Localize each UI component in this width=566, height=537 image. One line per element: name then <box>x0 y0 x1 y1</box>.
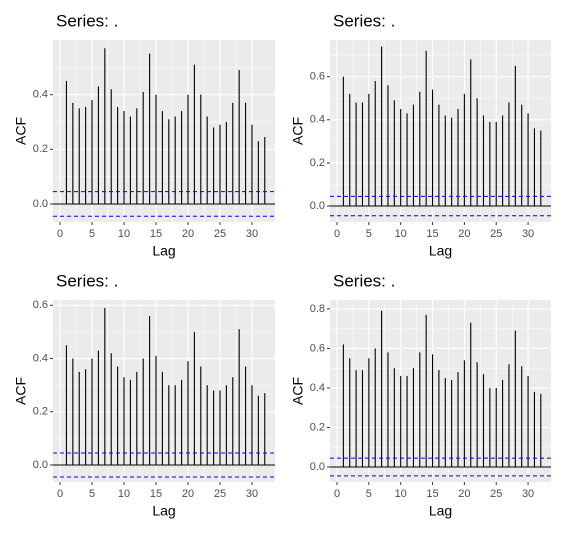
chart-title: Series: . <box>333 271 395 290</box>
x-tick-label: 30 <box>522 488 534 500</box>
x-tick-label: 10 <box>395 228 407 240</box>
x-tick-label: 25 <box>490 228 502 240</box>
x-tick-label: 30 <box>522 228 534 240</box>
y-axis-label: ACF <box>290 377 306 405</box>
x-tick-label: 20 <box>182 488 194 500</box>
y-tick-label: 0.0 <box>310 461 325 473</box>
x-tick-label: 15 <box>150 488 162 500</box>
y-tick-label: 0.0 <box>310 200 325 212</box>
panel-background <box>330 300 551 482</box>
y-tick-label: 0.2 <box>310 157 325 169</box>
x-tick-label: 30 <box>246 228 258 240</box>
y-tick-label: 0.6 <box>33 299 48 311</box>
panel-background <box>53 300 275 482</box>
x-tick-label: 5 <box>366 228 372 240</box>
x-tick-label: 10 <box>395 488 407 500</box>
x-tick-label: 25 <box>490 488 502 500</box>
x-tick-label: 0 <box>334 488 340 500</box>
y-tick-label: 0.2 <box>33 143 48 155</box>
y-axis-label: ACF <box>13 377 29 405</box>
x-tick-label: 10 <box>118 488 130 500</box>
chart-title: Series: . <box>56 11 118 30</box>
chart-title: Series: . <box>56 271 118 290</box>
x-tick-label: 15 <box>426 488 438 500</box>
x-axis-label: Lag <box>152 243 175 259</box>
x-tick-label: 20 <box>182 228 194 240</box>
y-tick-label: 0.4 <box>33 89 48 101</box>
x-tick-label: 15 <box>426 228 438 240</box>
y-tick-label: 0.6 <box>310 71 325 83</box>
y-axis-label: ACF <box>13 117 29 145</box>
x-axis-label: Lag <box>429 243 452 259</box>
y-tick-label: 0.8 <box>310 303 325 315</box>
x-tick-label: 15 <box>150 228 162 240</box>
x-tick-label: 0 <box>57 488 63 500</box>
x-tick-label: 0 <box>334 228 340 240</box>
x-tick-label: 20 <box>458 488 470 500</box>
y-tick-label: 0.6 <box>310 342 325 354</box>
x-tick-label: 0 <box>57 228 63 240</box>
y-tick-label: 0.4 <box>310 114 325 126</box>
x-tick-label: 5 <box>366 488 372 500</box>
panel-background <box>330 40 551 222</box>
y-tick-label: 0.2 <box>33 406 48 418</box>
x-tick-label: 30 <box>246 488 258 500</box>
y-tick-label: 0.4 <box>310 382 325 394</box>
y-axis-label: ACF <box>290 117 306 145</box>
x-tick-label: 25 <box>214 488 226 500</box>
x-tick-label: 10 <box>118 228 130 240</box>
x-tick-label: 20 <box>458 228 470 240</box>
x-axis-label: Lag <box>152 503 175 519</box>
y-tick-label: 0.4 <box>33 352 48 364</box>
y-tick-label: 0.0 <box>33 459 48 471</box>
y-tick-label: 0.2 <box>310 421 325 433</box>
x-tick-label: 5 <box>89 488 95 500</box>
chart-title: Series: . <box>333 11 395 30</box>
x-tick-label: 25 <box>214 228 226 240</box>
x-axis-label: Lag <box>429 503 452 519</box>
y-tick-label: 0.0 <box>33 198 48 210</box>
x-tick-label: 5 <box>89 228 95 240</box>
